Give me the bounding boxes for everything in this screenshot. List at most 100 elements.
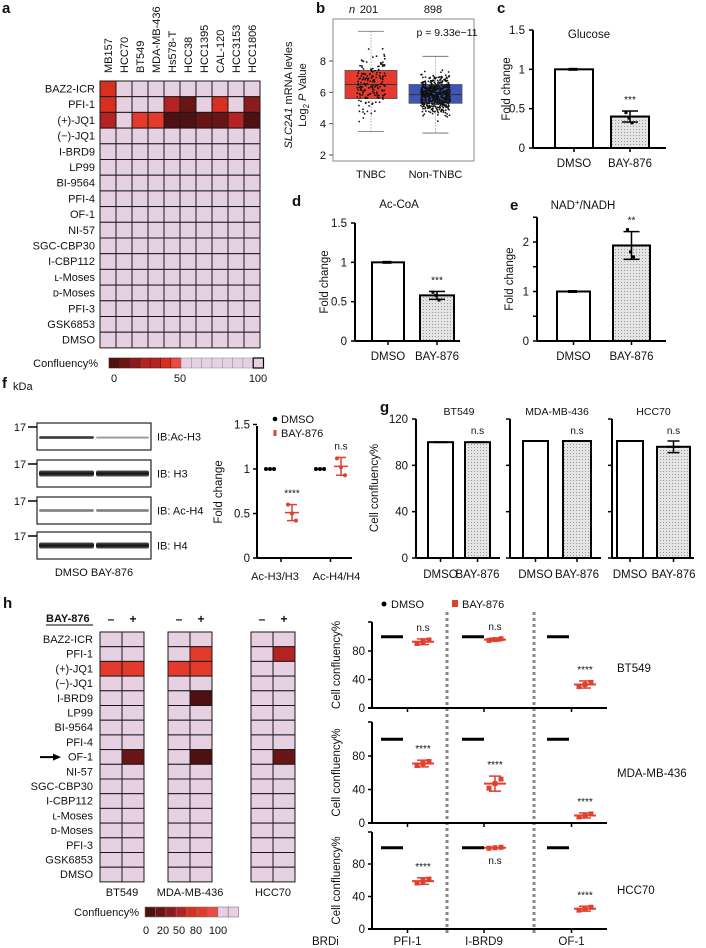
data-point — [286, 502, 290, 507]
heatmap-cell — [227, 159, 245, 176]
plus-sign: + — [280, 612, 287, 626]
significance-label: **** — [577, 890, 593, 901]
x-tick-label: DMSO — [423, 569, 458, 581]
data-point — [366, 82, 369, 85]
heatmap-cell — [189, 763, 213, 780]
cell-line-label: HCC70 — [617, 885, 655, 897]
y-axis-label: Fold change — [213, 460, 225, 523]
data-point — [447, 105, 450, 108]
heatmap-cell — [115, 331, 133, 349]
heatmap-cell — [179, 127, 197, 145]
bar-dmso — [427, 441, 454, 559]
data-point — [424, 106, 427, 109]
data-point — [437, 76, 440, 79]
legend-swatch — [242, 357, 254, 369]
data-point — [368, 73, 371, 76]
row-label: I-CBP112 — [46, 796, 93, 808]
y-tick-label: 0 — [359, 818, 365, 830]
data-point — [358, 70, 360, 72]
y-tick-label: 0 — [341, 336, 347, 348]
y-label-p: P — [297, 93, 309, 101]
row-label: I-BRD9 — [59, 146, 95, 158]
heatmap-cell — [179, 206, 197, 223]
data-point — [442, 94, 444, 96]
y-tick-label: 0 — [244, 553, 250, 565]
significance-label: **** — [415, 862, 431, 873]
y-tick-label: 4 — [320, 119, 326, 131]
data-point — [383, 55, 386, 57]
data-point — [441, 80, 444, 82]
heatmap-cell — [272, 734, 296, 751]
heatmap-cell — [147, 331, 165, 349]
row-label: (−)-JQ1 — [57, 131, 95, 143]
heatmap-cell — [167, 763, 191, 780]
data-point — [420, 761, 426, 767]
heatmap-cell — [99, 778, 123, 795]
data-point — [264, 467, 268, 471]
heatmap-cell — [179, 143, 197, 161]
row-label: PFI-3 — [68, 303, 95, 315]
legend-tick: 100 — [249, 373, 267, 385]
data-point — [432, 107, 434, 109]
heatmap-cell — [99, 631, 123, 648]
data-point — [371, 70, 374, 73]
data-point — [486, 637, 492, 643]
panel-label-d: d — [292, 193, 301, 210]
data-point — [422, 76, 424, 79]
heatmap-cell — [99, 268, 117, 286]
bar-bay-876 — [562, 440, 592, 559]
y-label-log: Log — [297, 108, 309, 126]
data-point — [376, 94, 379, 97]
heatmap-cell — [195, 253, 213, 270]
data-point — [576, 684, 582, 690]
heatmap-cell — [179, 159, 197, 176]
heatmap-cell — [147, 268, 165, 286]
heatmap-cell — [121, 675, 145, 692]
cell-line-label: BT549 — [617, 663, 651, 675]
data-point — [420, 96, 423, 98]
data-point — [384, 74, 387, 77]
data-point — [431, 87, 433, 89]
data-point — [438, 76, 441, 79]
heatmap-cell — [167, 822, 191, 839]
data-point — [432, 74, 435, 77]
data-point — [448, 90, 451, 93]
heatmap-cell — [272, 690, 296, 706]
heatmap-cell — [147, 159, 165, 176]
data-point — [357, 89, 359, 91]
p-value-label: p = 9.33e−11 — [416, 27, 477, 39]
heatmap-cell — [243, 237, 261, 255]
data-point — [424, 80, 426, 83]
heatmap-cell — [189, 778, 213, 795]
heatmap-cell — [167, 705, 191, 721]
data-point — [432, 87, 435, 90]
heatmap-cell — [179, 268, 197, 286]
heatmap-cell — [189, 660, 213, 677]
heatmap-cell — [195, 237, 213, 255]
heatmap-cell — [167, 646, 191, 662]
data-point — [379, 77, 382, 80]
heatmap-cell — [189, 631, 213, 648]
data-point — [375, 92, 378, 95]
bar-bay-876 — [419, 294, 455, 342]
x-tick-label: Ac-H3/H3 — [251, 571, 299, 583]
heatmap-cell — [227, 111, 245, 129]
heatmap-cell — [131, 237, 149, 255]
heatmap-cell — [272, 793, 296, 809]
subplot-title: BT549 — [444, 406, 475, 418]
data-point — [362, 68, 365, 70]
heatmap-cell — [163, 300, 181, 317]
marker-label: 17 — [14, 531, 26, 543]
heatmap-cell — [227, 143, 245, 161]
legend-swatch — [139, 357, 151, 369]
data-point — [439, 107, 442, 109]
data-point — [421, 103, 424, 106]
heatmap-cell — [163, 316, 181, 333]
heatmap-cell — [211, 80, 229, 98]
heatmap-cell — [195, 111, 213, 129]
heatmap-cell — [167, 734, 191, 751]
data-point — [382, 75, 384, 78]
data-point — [446, 115, 449, 118]
panel-label-c: c — [497, 0, 505, 17]
